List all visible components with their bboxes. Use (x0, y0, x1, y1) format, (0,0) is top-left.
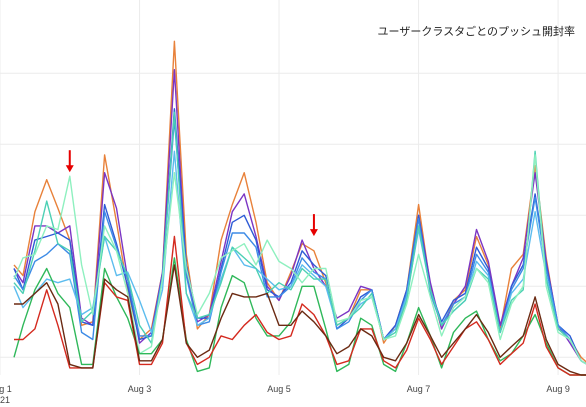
series-group (13, 40, 586, 376)
series-line-9 (14, 235, 586, 376)
annotation-arrow-icon (65, 150, 74, 173)
series-line-7 (13, 154, 586, 365)
annotation-arrow-icon (309, 214, 318, 237)
series-line-6 (13, 111, 586, 365)
x-tick-label: Aug 3 (128, 384, 152, 394)
x-tick-label: Aug 1 (0, 384, 12, 394)
series-line-8 (13, 257, 586, 376)
x-tick-label: Aug 9 (546, 384, 570, 394)
annotations (65, 150, 318, 237)
chart-title: ユーザークラスタごとのプッシュ開封率 (378, 24, 575, 38)
x-tick-sublabel: 2021 (0, 395, 10, 405)
series-line-10 (14, 264, 586, 376)
x-axis-ticks: Aug 12021 Aug 3 Aug 5 Aug 7 Aug 9 (0, 384, 570, 405)
x-tick-label: Aug 7 (407, 384, 431, 394)
x-tick-label: Aug 5 (267, 384, 291, 394)
series-line-2 (13, 68, 586, 365)
